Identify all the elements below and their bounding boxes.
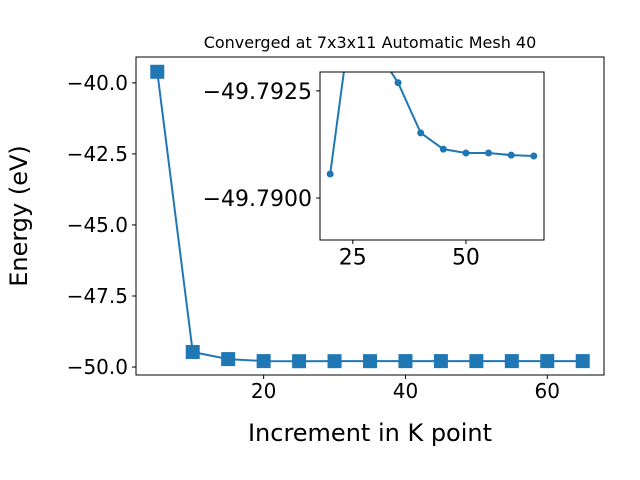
data-line <box>329 72 534 175</box>
data-point <box>462 149 470 157</box>
data-point <box>469 354 484 369</box>
data-point <box>504 354 519 369</box>
data-point <box>326 170 334 178</box>
data-point <box>398 354 413 369</box>
y-tick-label: −42.5 <box>67 142 128 166</box>
data-point <box>485 149 493 157</box>
x-tick-label: 50 <box>452 246 480 271</box>
data-point <box>439 145 447 153</box>
y-tick-label: −49.7925 <box>203 80 312 105</box>
y-axis-label: Energy (eV) <box>5 145 33 287</box>
data-point <box>150 64 165 79</box>
x-tick-label: 60 <box>535 379 560 403</box>
data-point <box>256 354 271 369</box>
axes-background <box>320 72 544 240</box>
y-tick-label: −50.0 <box>67 355 128 379</box>
data-point <box>417 129 425 137</box>
y-tick-label: −40.0 <box>67 71 128 95</box>
data-point <box>221 352 236 367</box>
axes-frame <box>135 56 605 376</box>
x-tick-label: 20 <box>251 379 276 403</box>
data-point <box>433 354 448 369</box>
y-tick-label: −45.0 <box>67 213 128 237</box>
chart-title: Converged at 7x3x11 Automatic Mesh 40 <box>204 33 537 52</box>
inset-chart: 25 50 −49.7925 −49.7900 <box>203 2 545 271</box>
data-point <box>185 344 200 359</box>
data-point <box>507 151 515 159</box>
y-tick-label: −47.5 <box>67 284 128 308</box>
plot-area <box>150 64 590 369</box>
data-point <box>327 354 342 369</box>
plot-area <box>326 2 538 178</box>
axes-frame <box>319 71 545 241</box>
x-axis-label: Increment in K point <box>248 419 492 447</box>
data-point <box>349 2 356 9</box>
data-point <box>394 79 402 87</box>
x-tick-label: 25 <box>339 246 367 271</box>
data-point <box>530 152 538 160</box>
x-tick-label: 40 <box>393 379 418 403</box>
y-tick-label: −49.7900 <box>203 187 312 212</box>
data-point <box>540 354 555 369</box>
data-point <box>575 354 590 369</box>
data-point <box>292 354 307 369</box>
data-point <box>363 354 377 369</box>
